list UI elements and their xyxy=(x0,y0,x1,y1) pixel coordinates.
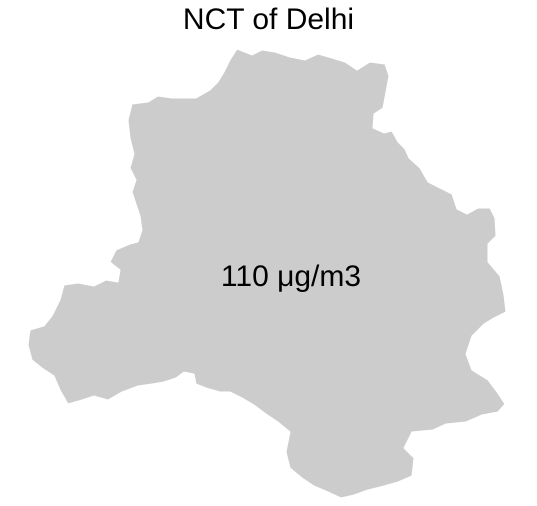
region-value-label: 110 μg/m3 xyxy=(221,260,361,293)
map-title: NCT of Delhi xyxy=(182,3,355,36)
delhi-region-shape[interactable] xyxy=(27,48,507,499)
